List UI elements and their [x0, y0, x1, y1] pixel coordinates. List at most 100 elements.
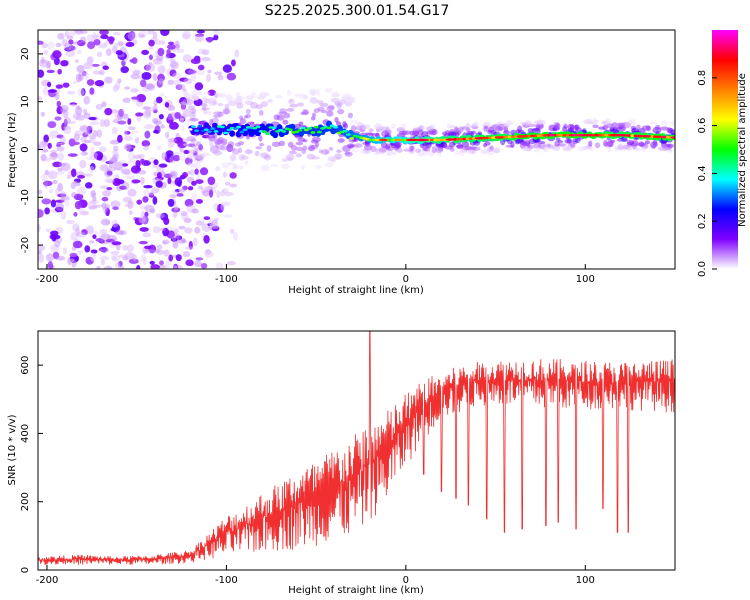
- spectrogram-cell: [41, 42, 48, 49]
- spectrogram-cell: [84, 182, 93, 189]
- spectrogram-cell: [368, 128, 374, 133]
- spectrogram-cell: [63, 126, 72, 135]
- spectrogram-cell: [149, 208, 156, 214]
- spectrogram-cell: [186, 176, 195, 183]
- spectrogram-cell: [102, 65, 110, 71]
- spectrogram-cell: [57, 152, 65, 161]
- spectrogram-cell: [64, 31, 70, 38]
- spectrogram-cell: [59, 105, 69, 112]
- spectrogram-cell: [152, 118, 162, 123]
- spectrogram-cell: [207, 222, 214, 227]
- spectrogram-cell: [594, 142, 601, 149]
- spectrogram-cell: [600, 121, 606, 125]
- spectrogram-cell: [197, 185, 203, 190]
- spectrogram-cell: [612, 126, 619, 132]
- spectrogram-cell: [196, 153, 206, 160]
- spectrogram-cell: [65, 50, 76, 57]
- spectrogram-cell: [224, 103, 230, 111]
- spectrogram-cell: [484, 141, 491, 146]
- spectrogram-cell: [41, 145, 48, 154]
- spectrogram-cell: [99, 164, 109, 172]
- spectrogram-cell: [46, 81, 52, 88]
- y-tick-label: 400: [20, 424, 31, 443]
- spectrogram-cell: [113, 145, 119, 152]
- spectrogram-cell: [42, 180, 53, 187]
- spectrogram-cell: [104, 203, 111, 210]
- spectrogram-cell: [110, 254, 121, 262]
- spectrogram-cell: [66, 219, 75, 225]
- spectrogram-cell: [195, 199, 203, 204]
- spectrogram-cell: [236, 95, 245, 100]
- spectrogram-cell: [363, 143, 373, 151]
- spectrogram-cell: [196, 30, 206, 34]
- y-tick-label: 200: [20, 492, 31, 511]
- spectrogram-cell: [260, 164, 270, 172]
- spectrogram-cell: [153, 129, 159, 134]
- spectrogram-cell: [282, 119, 289, 125]
- spectrogram-cell: [123, 129, 128, 136]
- spectrogram-cell: [89, 87, 95, 95]
- spectrogram-y-label: Frequency (Hz): [7, 112, 18, 188]
- spectrogram-cell: [350, 146, 359, 153]
- spectrogram-cell: [190, 138, 197, 143]
- spectrogram-cell: [187, 128, 193, 131]
- colorbar-tick-label: 0.6: [697, 118, 708, 134]
- spectrogram-cell: [137, 154, 145, 159]
- spectrogram-cell: [112, 85, 118, 93]
- spectrogram-cell: [91, 192, 96, 196]
- spectrogram-cell: [50, 152, 58, 158]
- spectrogram-cell: [60, 60, 69, 67]
- spectrogram-cell: [226, 72, 237, 81]
- spectrogram-cell: [115, 229, 125, 236]
- spectrogram-cell: [152, 163, 161, 169]
- spectrogram-cell: [92, 234, 97, 240]
- spectrogram-cell: [66, 35, 74, 40]
- spectrogram-cell: [208, 189, 214, 198]
- spectrogram-cell: [227, 141, 235, 147]
- spectrogram-cell: [166, 44, 176, 50]
- spectrogram-cell: [201, 188, 206, 194]
- spectrogram-cell: [553, 124, 559, 128]
- spectrogram-cell: [83, 108, 88, 116]
- spectrogram-cell: [53, 87, 61, 95]
- spectrogram-cell: [326, 110, 334, 117]
- spectrogram-cell: [125, 42, 135, 48]
- spectrogram-cell: [47, 89, 57, 93]
- spectrogram-cell: [80, 136, 87, 143]
- spectrogram-cell: [311, 112, 317, 118]
- spectrogram-cell: [42, 149, 49, 153]
- spectrogram-cell: [644, 140, 650, 145]
- spectrogram-cell: [87, 125, 94, 131]
- spectrogram-cell: [194, 260, 202, 268]
- spectrogram-cell: [384, 129, 392, 135]
- spectrogram-cell: [338, 99, 347, 105]
- spectrogram-cell: [566, 138, 572, 144]
- spectrogram-cell: [104, 76, 113, 84]
- spectrogram-cell: [254, 150, 260, 157]
- spectrogram-cell: [200, 103, 208, 108]
- spectrogram-cell: [38, 244, 46, 251]
- spectrogram-cell: [175, 84, 183, 91]
- spectrogram-cell: [152, 226, 161, 234]
- spectrogram-cell: [50, 244, 60, 253]
- spectrogram-cell: [60, 196, 70, 201]
- spectrogram-cell: [95, 238, 103, 242]
- spectrogram-cell: [50, 199, 57, 208]
- spectrogram-cell: [208, 218, 218, 227]
- spectrogram-cell: [214, 217, 219, 221]
- spectrogram-cell: [106, 170, 113, 176]
- spectrogram-cell: [136, 94, 147, 103]
- spectrogram-cell: [188, 240, 193, 250]
- spectrogram-cell: [176, 48, 185, 53]
- spectrogram-cell: [197, 91, 203, 96]
- spectrogram-cell: [239, 115, 244, 121]
- spectrogram-cell: [378, 138, 389, 142]
- spectrogram-cell: [554, 140, 560, 147]
- spectrogram-cell: [130, 73, 141, 80]
- spectrogram-cell: [393, 144, 402, 149]
- spectrogram-cell: [46, 60, 51, 68]
- spectrogram-cell: [661, 120, 668, 126]
- spectrogram-cell: [149, 260, 155, 265]
- spectrogram-cell: [167, 113, 173, 121]
- spectrogram-cell: [159, 92, 165, 97]
